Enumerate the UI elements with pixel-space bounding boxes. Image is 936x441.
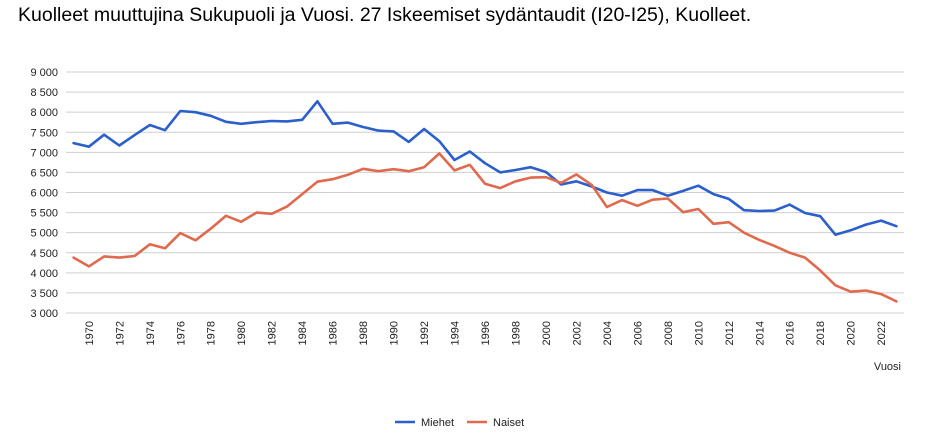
chart-title: Kuolleet muuttujina Sukupuoli ja Vuosi. … <box>18 4 752 26</box>
x-tick-label: 2014 <box>754 321 766 345</box>
x-tick-label: 2004 <box>602 321 614 345</box>
legend: Miehet Naiset <box>395 417 524 429</box>
y-tick-label: 4 500 <box>30 248 58 260</box>
x-tick-label: 1976 <box>175 321 187 345</box>
x-tick-label: 2020 <box>846 321 858 345</box>
x-tick-label: 1974 <box>145 321 157 345</box>
x-tick-label: 2006 <box>632 321 644 345</box>
y-tick-label: 7 500 <box>30 127 58 139</box>
y-tick-label: 9 000 <box>30 67 58 79</box>
x-tick-label: 2016 <box>785 321 797 345</box>
y-tick-label: 5 500 <box>30 208 58 220</box>
x-tick-label: 2000 <box>541 321 553 345</box>
x-tick-label: 2018 <box>815 321 827 345</box>
x-tick-label: 1980 <box>236 321 248 345</box>
y-tick-label: 3 500 <box>30 288 58 300</box>
y-tick-label: 3 000 <box>30 308 58 320</box>
x-tick-label: 2008 <box>663 321 675 345</box>
series-line-miehet <box>72 100 898 236</box>
legend-label-miehet: Miehet <box>421 417 454 429</box>
series-line-naiset <box>72 152 898 303</box>
series-lines <box>72 100 898 303</box>
y-tick-label: 7 000 <box>30 147 58 159</box>
x-tick-label: 1990 <box>389 321 401 345</box>
x-tick-label: 1992 <box>419 321 431 345</box>
x-tick-label: 1996 <box>480 321 492 345</box>
legend-label-naiset: Naiset <box>493 417 524 429</box>
x-tick-label: 2012 <box>724 321 736 345</box>
x-tick-label: 2022 <box>876 321 888 345</box>
y-tick-label: 8 500 <box>30 87 58 99</box>
x-tick-label: 1994 <box>450 321 462 345</box>
x-tick-label: 2010 <box>693 321 705 345</box>
x-tick-label: 1986 <box>328 321 340 345</box>
gridlines <box>66 71 904 314</box>
y-tick-label: 5 000 <box>30 228 58 240</box>
x-axis-label: Vuosi <box>874 361 901 373</box>
y-tick-label: 6 500 <box>30 167 58 179</box>
x-axis-ticks: 1970 1972 1974 1976 1978 1980 1982 1984 1986 1988… <box>84 321 888 345</box>
y-axis-ticks: 3 000 3 500 4 000 4 500 5 000 5 500 6 000 6 500… <box>30 67 58 320</box>
x-tick-label: 1984 <box>297 321 309 345</box>
y-tick-label: 6 000 <box>30 188 58 200</box>
x-tick-label: 1972 <box>114 321 126 345</box>
y-tick-label: 8 000 <box>30 107 58 119</box>
y-tick-label: 4 000 <box>30 268 58 280</box>
x-tick-label: 1982 <box>267 321 279 345</box>
x-tick-label: 2002 <box>571 321 583 345</box>
x-tick-label: 1970 <box>84 321 96 345</box>
x-tick-label: 1978 <box>206 321 218 345</box>
x-tick-label: 1988 <box>358 321 370 345</box>
x-tick-label: 1998 <box>510 321 522 345</box>
